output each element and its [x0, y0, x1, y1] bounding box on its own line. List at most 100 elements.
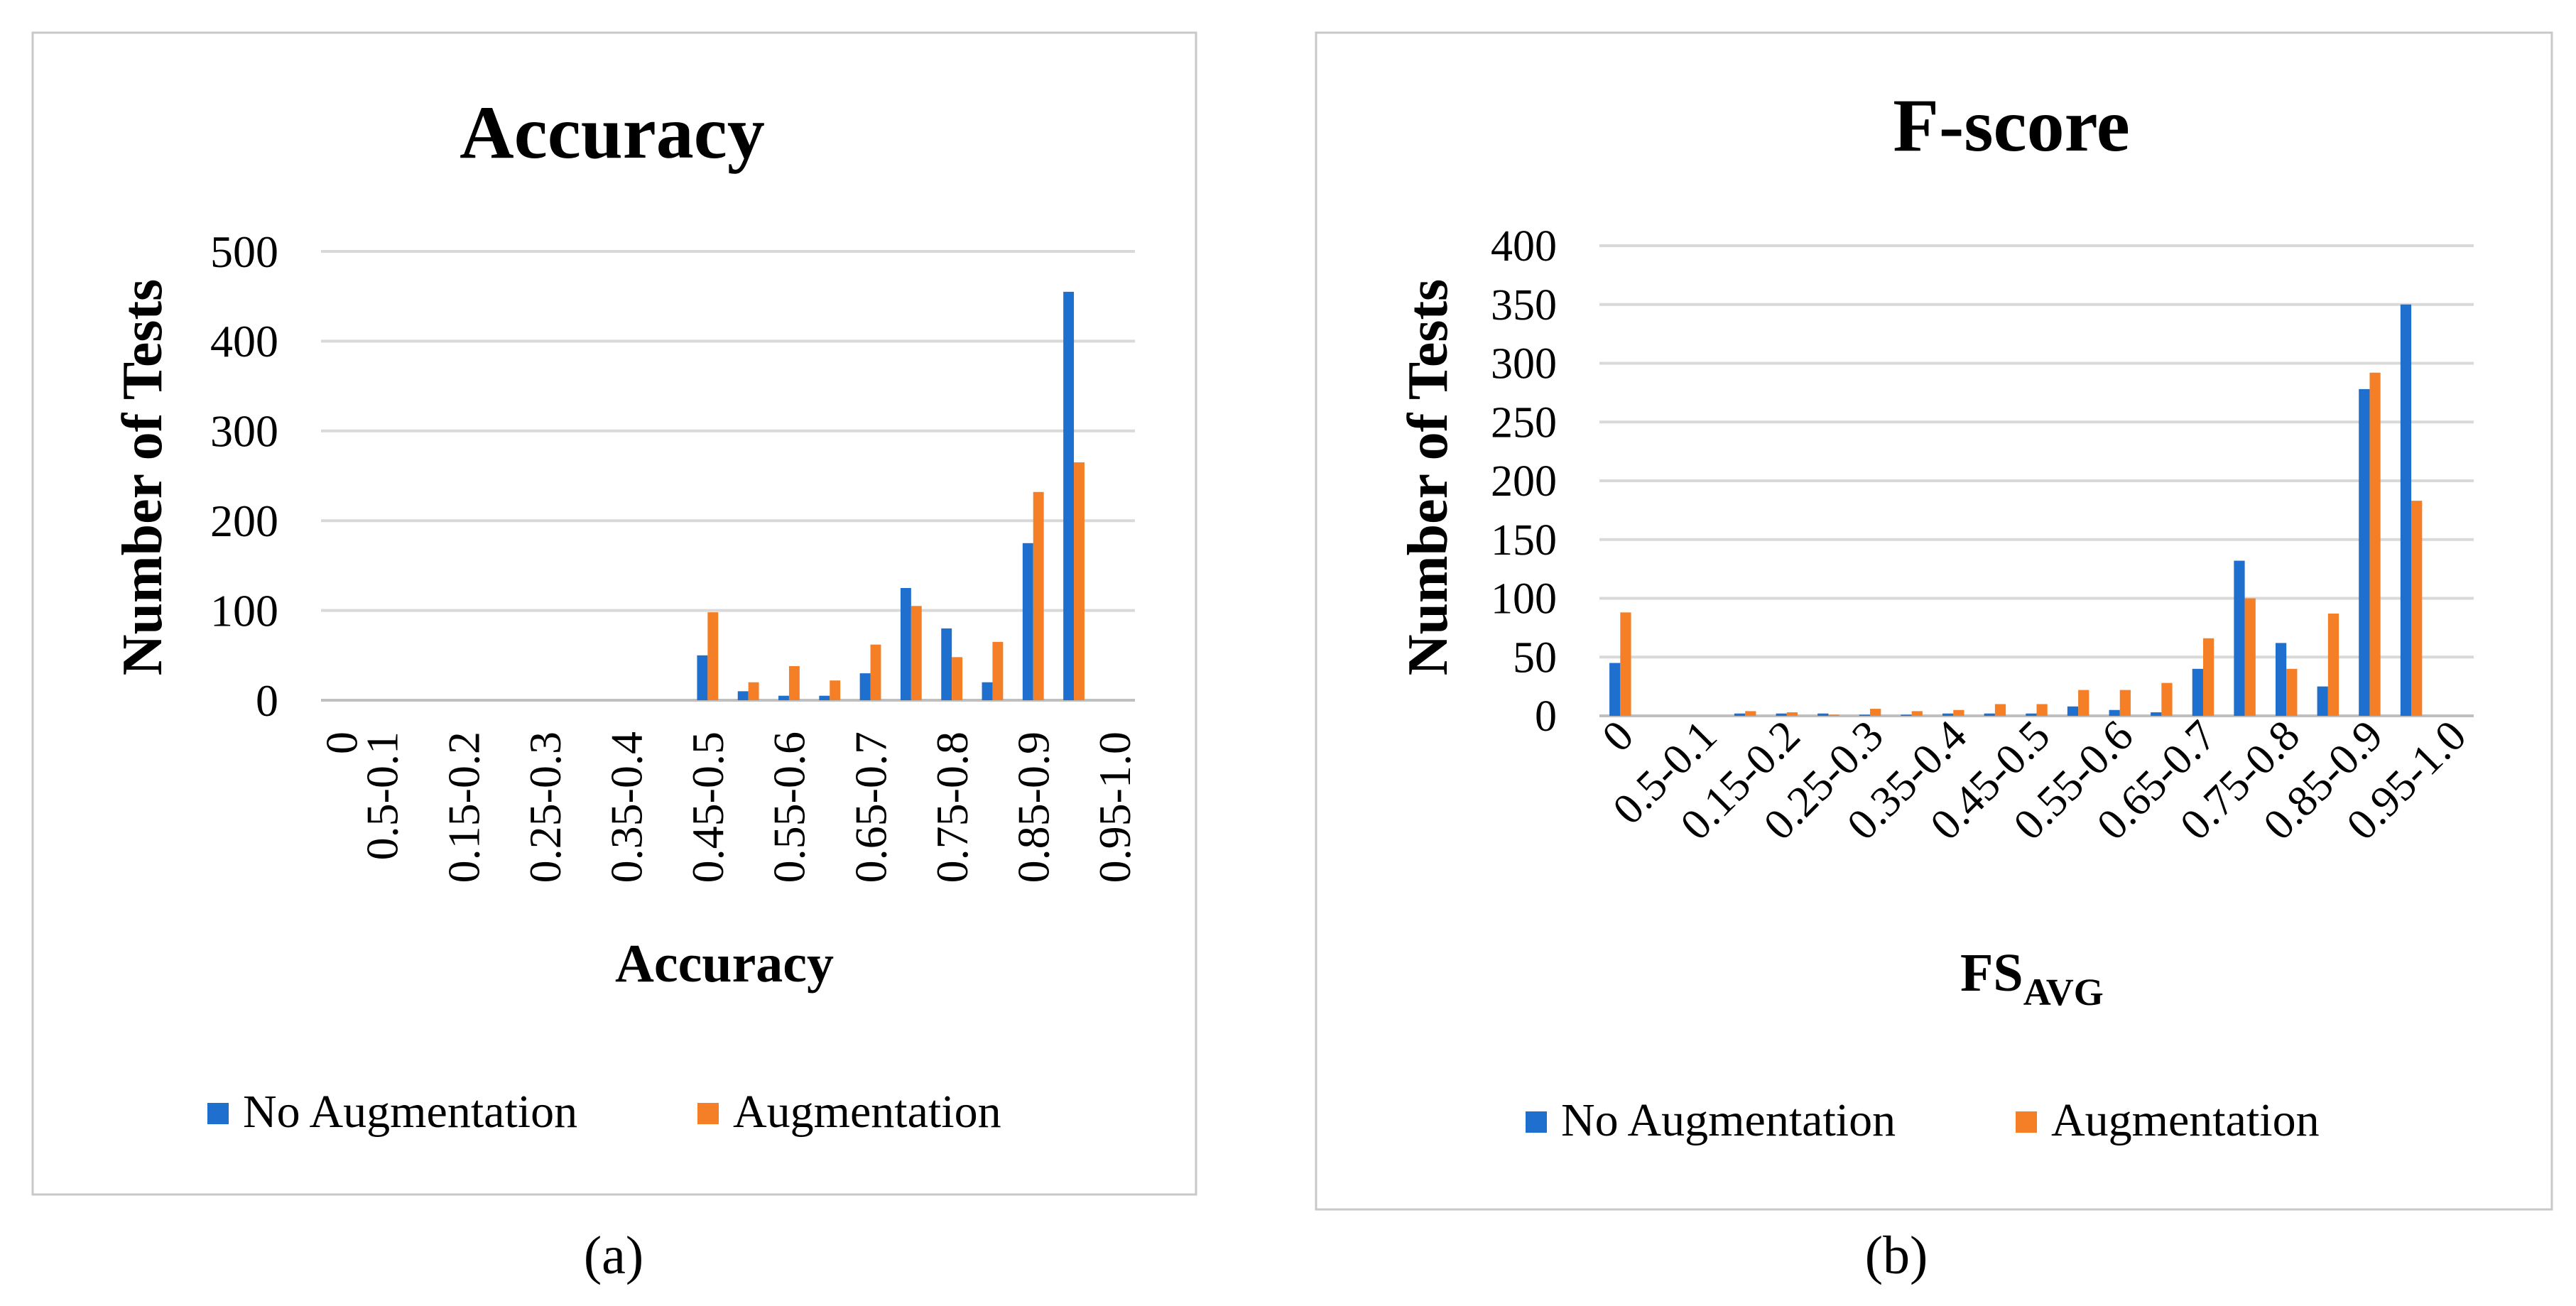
x-tick-label: 0.15-0.2 — [438, 731, 489, 883]
x-tick-label: 0.25-0.3 — [520, 731, 570, 883]
bar-augmentation — [1620, 612, 1631, 716]
x-axis-label-main: FS — [1960, 943, 2023, 1003]
bar-no-augmentation — [1817, 713, 1829, 716]
legend-label-augmentation: Augmentation — [2051, 1094, 2320, 1146]
y-tick-label: 150 — [1491, 516, 1557, 565]
bar-no-augmentation — [2317, 686, 2328, 716]
y-axis-label: Number of Tests — [112, 279, 174, 676]
bar-augmentation — [1033, 491, 1044, 700]
y-tick-labels: 0 50 100 150 200 250 300 350 400 — [1491, 222, 1557, 741]
bar-augmentation — [748, 682, 759, 700]
bar-no-augmentation — [859, 673, 871, 700]
f-score-chart: F-score Number of Tests 0 50 100 150 200 250 3… — [1315, 31, 2553, 1211]
y-tick-label: 50 — [1513, 633, 1557, 682]
bar-no-augmentation — [1022, 543, 1033, 700]
y-tick-label: 250 — [1491, 398, 1557, 447]
bar-no-augmentation — [2192, 668, 2203, 716]
accuracy-chart: Accuracy Number of Tests 0 100 200 300 400 50… — [31, 31, 1197, 1196]
legend: No Augmentation Augmentation — [207, 1086, 1001, 1138]
bar-no-augmentation — [1063, 291, 1075, 700]
bar-no-augmentation — [697, 655, 708, 700]
x-tick-labels: 00.5-0.1 0.15-0.2 0.25-0.3 0.35-0.4 0.45-0.5… — [316, 731, 1140, 883]
bars — [1609, 304, 2423, 716]
y-axis-label: Number of Tests — [1397, 279, 1460, 676]
bar-augmentation — [1074, 462, 1085, 700]
bar-augmentation — [1911, 711, 1923, 716]
y-tick-label: 300 — [210, 406, 278, 457]
bar-augmentation — [992, 641, 1004, 700]
x-tick-label: 0.75-0.8 — [927, 731, 977, 883]
bar-augmentation — [2119, 690, 2131, 716]
bar-no-augmentation — [1776, 713, 1787, 716]
bar-augmentation — [1745, 711, 1756, 716]
bar-augmentation — [2244, 598, 2256, 716]
legend-swatch-no-augmentation — [1526, 1111, 1547, 1133]
x-axis-label-subscript: AVG — [2023, 971, 2104, 1013]
bar-augmentation — [2036, 704, 2048, 716]
legend-swatch-no-augmentation — [207, 1103, 229, 1124]
bar-augmentation — [1786, 712, 1798, 716]
bar-augmentation — [2369, 372, 2381, 716]
legend-swatch-augmentation — [2016, 1111, 2037, 1133]
bar-no-augmentation — [737, 691, 749, 700]
y-tick-label: 0 — [256, 675, 278, 726]
y-tick-labels: 0 100 200 300 400 500 — [210, 227, 278, 726]
bar-augmentation — [830, 680, 841, 700]
bar-augmentation — [1953, 709, 1964, 716]
y-tick-label: 400 — [1491, 222, 1557, 271]
y-tick-label: 350 — [1491, 281, 1557, 330]
bar-augmentation — [952, 657, 963, 700]
caption-b: (b) — [1865, 1226, 1928, 1285]
x-tick-label: 0.35-0.4 — [602, 731, 652, 883]
bar-no-augmentation — [2234, 560, 2245, 716]
chart-frame — [31, 31, 1197, 1196]
y-tick-label: 100 — [210, 585, 278, 636]
bar-no-augmentation — [2067, 706, 2079, 716]
bar-augmentation — [911, 606, 922, 700]
bar-augmentation — [870, 644, 881, 700]
bar-augmentation — [2286, 668, 2298, 716]
bar-no-augmentation — [1734, 713, 1746, 716]
chart-frame — [1315, 31, 2553, 1211]
legend-swatch-augmentation — [697, 1103, 719, 1124]
x-tick-label: 0.65-0.7 — [845, 731, 896, 883]
bar-augmentation — [2411, 501, 2423, 716]
x-tick-label: 0.55-0.6 — [764, 731, 815, 883]
bars — [697, 291, 1085, 700]
bar-no-augmentation — [778, 695, 789, 700]
bar-augmentation — [2327, 614, 2339, 716]
x-axis-label: FSAVG — [1960, 943, 2104, 1013]
bar-no-augmentation — [1984, 713, 1995, 716]
bar-augmentation — [2202, 638, 2214, 716]
bar-augmentation — [788, 665, 800, 700]
y-tick-label: 200 — [210, 496, 278, 546]
bar-no-augmentation — [1901, 714, 1912, 716]
chart-title: F-score — [1893, 84, 2130, 167]
bar-augmentation — [2078, 690, 2089, 716]
bar-no-augmentation — [819, 695, 830, 700]
legend: No Augmentation Augmentation — [1526, 1094, 2320, 1146]
bar-no-augmentation — [1609, 663, 1621, 716]
bar-augmentation — [1870, 709, 1881, 716]
x-tick-label: 0.45-0.5 — [683, 731, 733, 883]
bar-no-augmentation — [2400, 304, 2412, 716]
bar-no-augmentation — [900, 588, 911, 700]
x-tick-label: 0.95-1.0 — [1089, 731, 1140, 883]
x-tick-label: 0.85-0.9 — [1009, 731, 1059, 883]
bar-no-augmentation — [1859, 714, 1871, 716]
chart-title: Accuracy — [460, 91, 765, 174]
bar-no-augmentation — [2359, 388, 2370, 716]
x-tick-label: 0 — [316, 731, 366, 754]
bar-no-augmentation — [982, 682, 993, 700]
bar-no-augmentation — [2109, 709, 2120, 716]
x-axis-label: Accuracy — [615, 934, 834, 994]
bar-no-augmentation — [2151, 712, 2162, 716]
bar-no-augmentation — [2026, 713, 2037, 716]
bar-augmentation — [1994, 704, 2006, 716]
bar-no-augmentation — [1942, 713, 1954, 716]
y-tick-label: 400 — [210, 316, 278, 366]
y-tick-label: 0 — [1535, 692, 1557, 741]
x-tick-label: 0.5-0.1 — [357, 731, 408, 860]
y-tick-label: 300 — [1491, 340, 1557, 388]
